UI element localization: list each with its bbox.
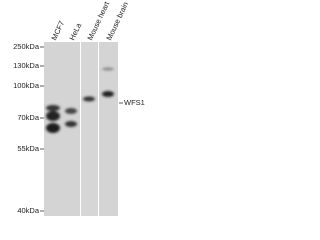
band <box>102 67 114 71</box>
marker-label: 40kDa <box>17 206 40 215</box>
marker-label: 250kDa <box>13 42 40 51</box>
lane-label: HeLa <box>67 21 83 42</box>
band <box>102 91 114 97</box>
marker-label: 130kDa <box>13 61 40 70</box>
target-label: WFS1 <box>124 98 145 107</box>
blot-panel <box>81 42 98 216</box>
blot-panel <box>99 42 118 216</box>
band <box>65 108 77 114</box>
marker-label: 70kDa <box>17 113 40 122</box>
bands <box>46 67 114 133</box>
marker-ticks <box>40 46 44 212</box>
band <box>83 96 95 102</box>
band <box>46 105 60 111</box>
band <box>46 123 60 133</box>
marker-label: 55kDa <box>17 144 40 153</box>
band <box>46 111 60 121</box>
blot-figure: 250kDa 130kDa 100kDa 70kDa 55kDa 40kDa M… <box>13 0 145 216</box>
band <box>65 121 77 127</box>
lane-label: MCF7 <box>49 19 66 41</box>
marker-label: 100kDa <box>13 81 40 90</box>
